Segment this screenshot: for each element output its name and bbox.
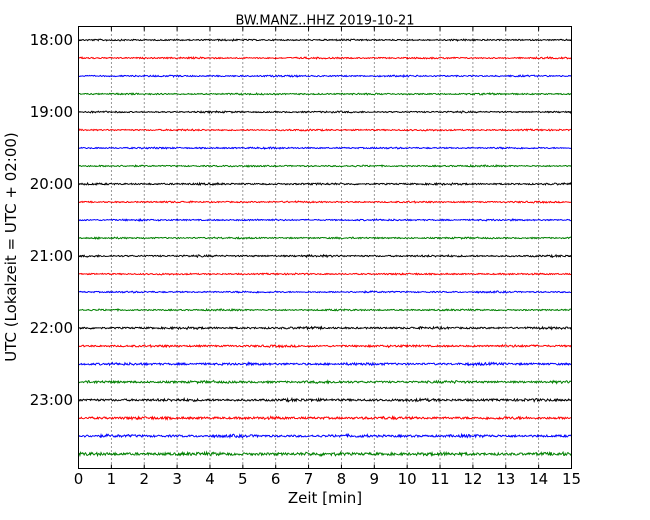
x-tick-label-2: 2 — [139, 470, 149, 488]
y-tick-label-23:00: 23:00 — [30, 391, 73, 409]
trace-1930 — [78, 146, 572, 150]
trace-2130 — [78, 290, 572, 294]
x-tick-label-13: 13 — [496, 470, 515, 488]
trace-2115 — [78, 272, 572, 276]
x-tick-label-0: 0 — [74, 470, 84, 488]
trace-2000 — [78, 181, 572, 187]
trace-2045 — [78, 236, 572, 241]
x-tick-label-14: 14 — [529, 470, 548, 488]
y-tick-label-19:00: 19:00 — [30, 103, 73, 121]
trace-2145 — [78, 307, 572, 312]
trace-1945 — [78, 163, 572, 168]
trace-2345 — [78, 450, 572, 458]
x-tick-label-3: 3 — [172, 470, 182, 488]
x-tick-label-6: 6 — [271, 470, 281, 488]
trace-2015 — [78, 200, 572, 204]
trace-2300 — [78, 396, 572, 403]
y-axis-label: UTC (Lokalzeit = UTC + 02:00) — [2, 132, 20, 362]
trace-1915 — [78, 128, 572, 132]
y-tick-label-18:00: 18:00 — [30, 31, 73, 49]
y-tick-label-22:00: 22:00 — [30, 319, 73, 337]
x-tick-label-8: 8 — [337, 470, 347, 488]
trace-1800 — [78, 37, 572, 42]
trace-1845 — [78, 91, 572, 96]
trace-2230 — [78, 361, 572, 367]
trace-1815 — [78, 55, 572, 60]
trace-2215 — [78, 343, 572, 349]
trace-1830 — [78, 73, 572, 79]
seismogram-traces — [78, 37, 572, 458]
x-tick-label-5: 5 — [238, 470, 248, 488]
trace-2100 — [78, 253, 572, 259]
x-tick-label-9: 9 — [370, 470, 380, 488]
x-tick-label-12: 12 — [463, 470, 482, 488]
x-tick-label-11: 11 — [430, 470, 449, 488]
trace-2200 — [78, 325, 572, 331]
x-axis-label: Zeit [min] — [288, 489, 362, 507]
plot-frame — [78, 26, 572, 469]
x-tick-label-7: 7 — [304, 470, 314, 488]
grid-lines — [110, 26, 540, 469]
y-tick-label-21:00: 21:00 — [30, 247, 73, 265]
x-tick-label-4: 4 — [205, 470, 215, 488]
y-axis-ticks: 18:00 19:00 20:00 21:00 22:00 23:00 — [30, 31, 572, 409]
trace-2330 — [78, 432, 572, 439]
trace-1900 — [78, 110, 572, 115]
x-tick-label-10: 10 — [398, 470, 417, 488]
trace-2245 — [78, 379, 572, 385]
x-tick-label-15: 15 — [562, 470, 581, 488]
trace-2315 — [78, 414, 572, 421]
x-axis-ticks: 0 1 2 3 4 5 6 7 8 9 10 11 12 13 14 15 — [74, 26, 581, 488]
chart-title: BW.MANZ..HHZ 2019-10-21 — [235, 14, 414, 29]
x-tick-label-1: 1 — [107, 470, 117, 488]
trace-2030 — [78, 218, 572, 222]
y-tick-label-20:00: 20:00 — [30, 175, 73, 193]
